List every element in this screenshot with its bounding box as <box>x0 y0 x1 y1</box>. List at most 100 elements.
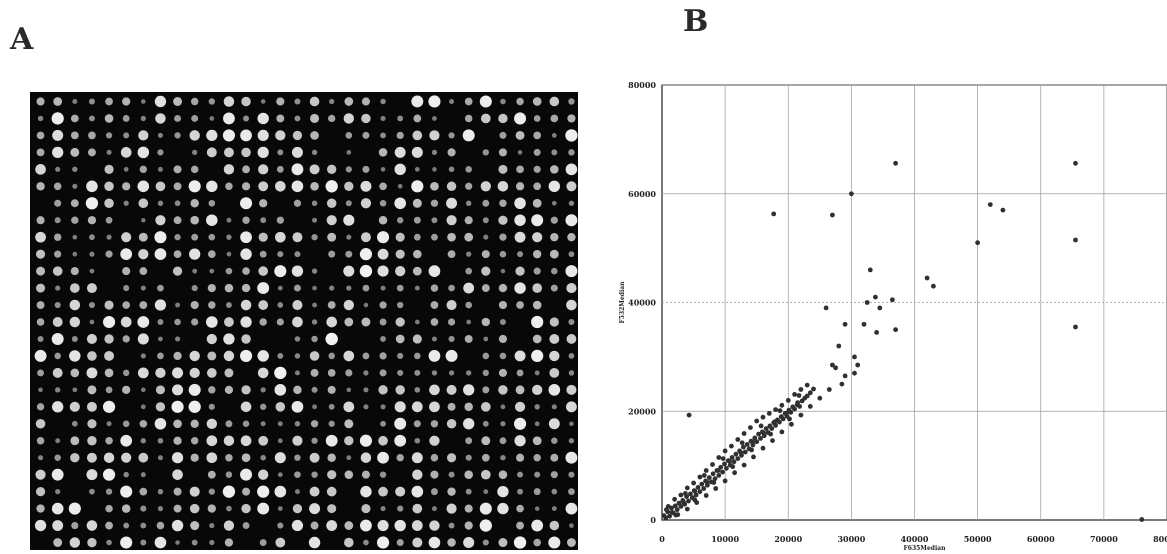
microarray-spot <box>291 519 304 532</box>
microarray-spot <box>568 149 575 156</box>
microarray-spot <box>240 468 253 481</box>
data-point <box>722 448 728 454</box>
microarray-spot <box>550 284 558 292</box>
microarray-spot <box>464 114 473 123</box>
microarray-spot <box>498 148 507 157</box>
data-point <box>722 461 727 467</box>
microarray-spot <box>140 285 146 291</box>
microarray-spot <box>396 284 404 292</box>
microarray-spot <box>53 538 63 547</box>
microarray-spot <box>447 402 456 411</box>
microarray-spot <box>497 485 509 498</box>
data-point <box>693 492 699 498</box>
microarray-spot <box>362 352 370 360</box>
microarray-spot <box>497 181 509 192</box>
microarray-spot <box>37 335 44 342</box>
microarray-spot <box>276 216 284 224</box>
microarray-spot <box>140 353 146 359</box>
data-point <box>711 480 717 485</box>
microarray-spot <box>240 248 252 260</box>
microarray-spot <box>413 216 421 224</box>
microarray-spot <box>191 233 199 241</box>
microarray-spot <box>396 301 404 309</box>
microarray-spot <box>479 502 492 515</box>
microarray-spot <box>173 351 182 361</box>
microarray-spot <box>481 436 491 446</box>
microarray-spot <box>566 538 576 547</box>
microarray-spot <box>465 200 472 207</box>
data-point <box>727 458 732 464</box>
microarray-spot <box>157 200 164 206</box>
microarray-spot <box>567 114 576 123</box>
microarray-spot <box>277 149 284 156</box>
microarray-spot <box>240 129 252 142</box>
microarray-spot <box>397 352 404 359</box>
microarray-spot <box>465 370 472 376</box>
microarray-spot <box>345 166 352 173</box>
microarray-spot <box>36 266 46 276</box>
microarray-spot <box>106 149 112 155</box>
microarray-spot <box>395 249 405 259</box>
microarray-spot <box>380 404 386 410</box>
microarray-spot <box>515 266 525 276</box>
microarray-spot <box>329 285 335 291</box>
microarray-spot <box>344 317 354 327</box>
microarray-spot <box>363 539 369 546</box>
microarray-spot <box>242 267 250 275</box>
microarray-spot <box>157 505 164 512</box>
microarray-spot <box>326 520 338 531</box>
microarray-spot <box>311 268 318 274</box>
microarray-spot <box>376 536 390 549</box>
microarray-spot <box>257 129 269 142</box>
microarray-spot <box>412 537 423 548</box>
microarray-spot <box>346 234 352 240</box>
microarray-spot <box>380 420 387 427</box>
microarray-spot <box>87 385 97 395</box>
microarray-spot <box>532 232 543 243</box>
data-point <box>1000 207 1006 213</box>
microarray-spot <box>274 384 287 396</box>
microarray-spot <box>499 437 507 445</box>
microarray-spot <box>206 180 218 193</box>
microarray-spot <box>346 285 352 291</box>
data-point <box>811 386 816 392</box>
microarray-spot <box>482 217 489 224</box>
data-point <box>779 402 785 408</box>
microarray-spot <box>88 131 96 140</box>
microarray-spot <box>258 435 269 446</box>
microarray-spot <box>120 434 133 447</box>
microarray-spot <box>480 469 491 480</box>
microarray-spot <box>431 370 438 376</box>
microarray-spot <box>224 368 234 378</box>
microarray-spot <box>325 434 338 447</box>
microarray-spot <box>534 506 540 511</box>
microarray-spot <box>175 336 181 342</box>
microarray-spot <box>395 486 406 497</box>
x-axis-title: F635Median <box>904 545 947 550</box>
microarray-spot <box>360 198 372 209</box>
microarray-spot <box>463 536 475 549</box>
microarray-spot <box>189 367 200 379</box>
microarray-spot <box>292 435 303 446</box>
microarray-spot <box>414 166 420 172</box>
microarray-spot <box>479 519 492 532</box>
microarray-spot <box>274 231 286 243</box>
data-point <box>768 431 773 437</box>
data-point <box>785 398 791 403</box>
microarray-spot <box>446 181 457 192</box>
microarray-spot <box>155 367 166 379</box>
microarray-spot <box>308 536 321 549</box>
microarray-spot <box>551 404 557 410</box>
microarray-spot <box>88 301 96 309</box>
microarray-spot <box>516 301 524 309</box>
microarray-spot <box>565 502 578 515</box>
data-point <box>716 473 722 478</box>
microarray-spot <box>175 540 180 545</box>
data-point <box>749 447 754 453</box>
microarray-spot <box>566 334 577 344</box>
data-point <box>672 496 677 502</box>
microarray-spot <box>157 149 164 156</box>
microarray-spot <box>157 437 164 444</box>
microarray-spot <box>431 336 437 342</box>
microarray-spot <box>549 96 560 107</box>
